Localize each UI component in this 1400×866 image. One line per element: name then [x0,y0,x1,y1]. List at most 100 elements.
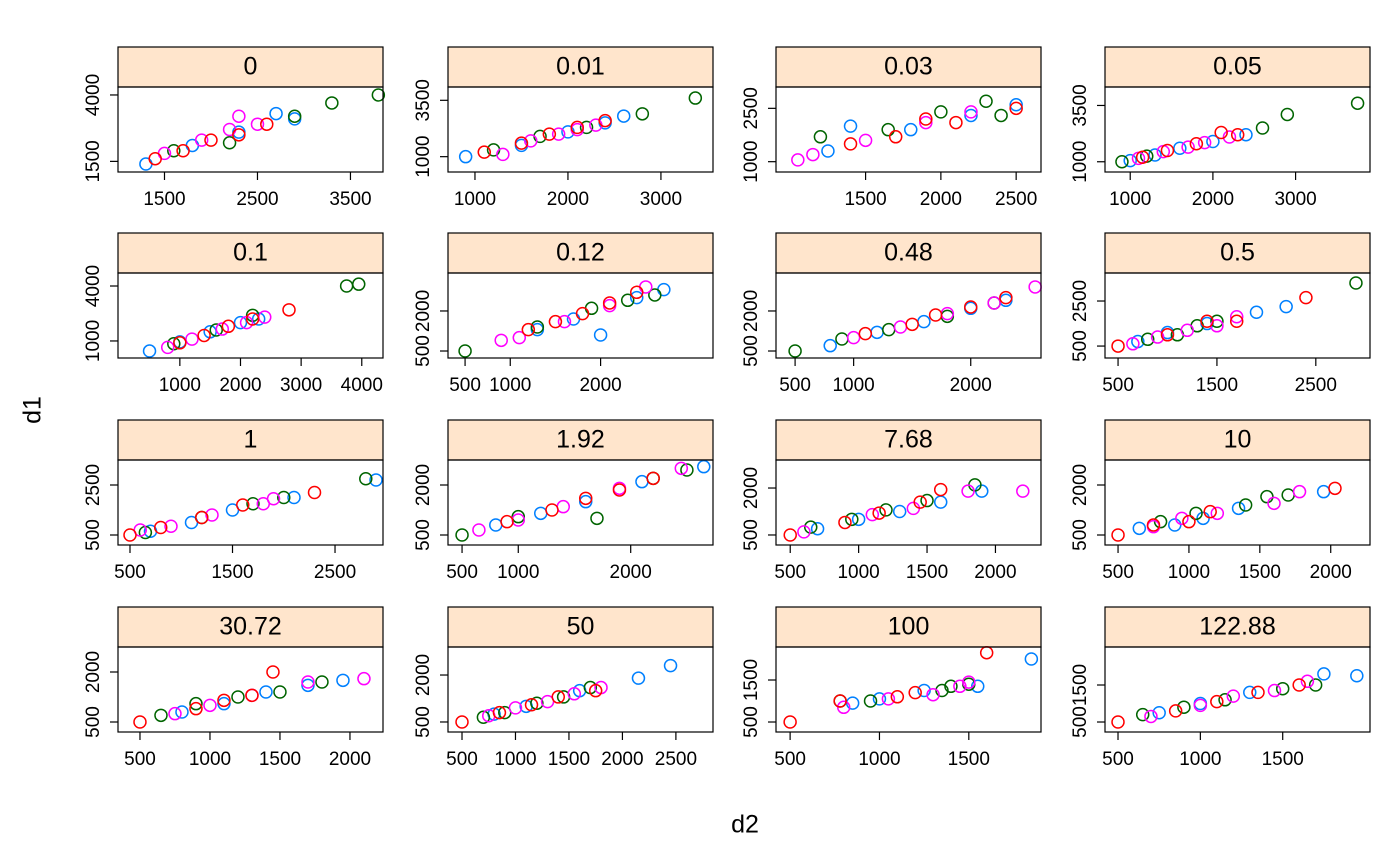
point [1249,305,1264,320]
point [803,520,818,534]
point [1317,667,1331,681]
point [1316,484,1331,499]
point [1115,155,1129,169]
point [1152,706,1166,720]
strip [775,606,1042,648]
point [215,322,230,336]
strip [1104,419,1371,461]
y-tick-label: 500 [413,335,434,367]
point [567,687,582,701]
point [934,105,948,119]
point [1168,518,1182,532]
point [1229,310,1244,324]
y-tick-label: 2000 [413,290,434,332]
plot-frame [1104,272,1371,359]
x-tick-label: 1000 [189,749,231,770]
point [578,494,593,509]
x-tick-label: 500 [1102,375,1134,396]
point [846,330,861,345]
x-tick-label: 1500 [1239,562,1281,583]
x-tick-label: 2000 [1310,562,1352,583]
y-tick-label: 2000 [413,464,434,506]
point [835,332,849,346]
strip-label: 50 [567,613,595,641]
plot-frame [447,459,714,546]
point [843,137,858,151]
plot-frame [775,459,1042,546]
point [511,509,526,524]
point [1350,96,1365,110]
point [935,683,949,698]
x-tick-label: 4000 [341,375,383,396]
strip-label: 0.03 [884,53,933,81]
point [979,645,994,660]
point [806,147,820,162]
point [872,506,886,520]
x-tick-label: 2500 [236,189,278,210]
x-tick-label: 2000 [547,189,589,210]
point [221,319,236,334]
point [1210,314,1224,329]
point [933,495,948,509]
x-tick-label: 2000 [1192,189,1234,210]
x-tick-label: 1000 [497,562,539,583]
point [888,130,903,144]
point [833,694,847,708]
point [879,503,893,517]
x-tick-label: 1500 [948,749,990,770]
point [1182,514,1196,529]
point [315,675,329,689]
x-tick-label: 2000 [579,375,621,396]
point [1200,314,1214,329]
point [1135,707,1150,722]
point [359,472,373,486]
point [1226,689,1241,703]
x-tick-label: 1500 [143,189,185,210]
x-tick-label: 1500 [211,562,253,583]
point [545,503,559,517]
point [458,344,472,358]
strip-label: 0.1 [233,239,268,267]
x-tick-label: 3500 [329,189,371,210]
point [1292,484,1307,499]
point [133,715,147,729]
point [1153,514,1168,529]
strip-label: 100 [888,613,930,641]
point [892,504,907,519]
point [1144,709,1158,724]
point [646,471,660,486]
x-tick-label: 2500 [655,749,697,770]
point [167,144,181,158]
point [282,303,296,317]
point [1150,330,1165,344]
point [1111,339,1125,353]
point [1140,332,1155,347]
plot-frame [117,459,384,546]
x-tick-label: 1000 [1179,749,1221,770]
point [788,344,802,358]
x-tick-label: 500 [114,562,146,583]
x-tick-label: 500 [124,749,156,770]
point [953,679,967,694]
plot-frame [775,86,1042,173]
point [813,130,828,144]
point [657,282,671,297]
y-tick-label: 2000 [741,467,762,509]
point [688,91,703,105]
point [551,690,566,704]
plot-frame [775,272,1042,359]
point [940,306,955,321]
point [872,692,887,706]
point [1299,290,1313,305]
point [906,501,921,516]
y-tick-label: 1000 [83,320,104,362]
point [455,715,469,729]
y-tick-label: 1000 [741,141,762,183]
x-tick-label: 2500 [995,189,1037,210]
point [455,528,469,542]
strip [1104,606,1371,648]
point [524,134,538,148]
point [142,344,157,358]
x-tick-label: 1000 [159,375,201,396]
point [1203,504,1217,519]
